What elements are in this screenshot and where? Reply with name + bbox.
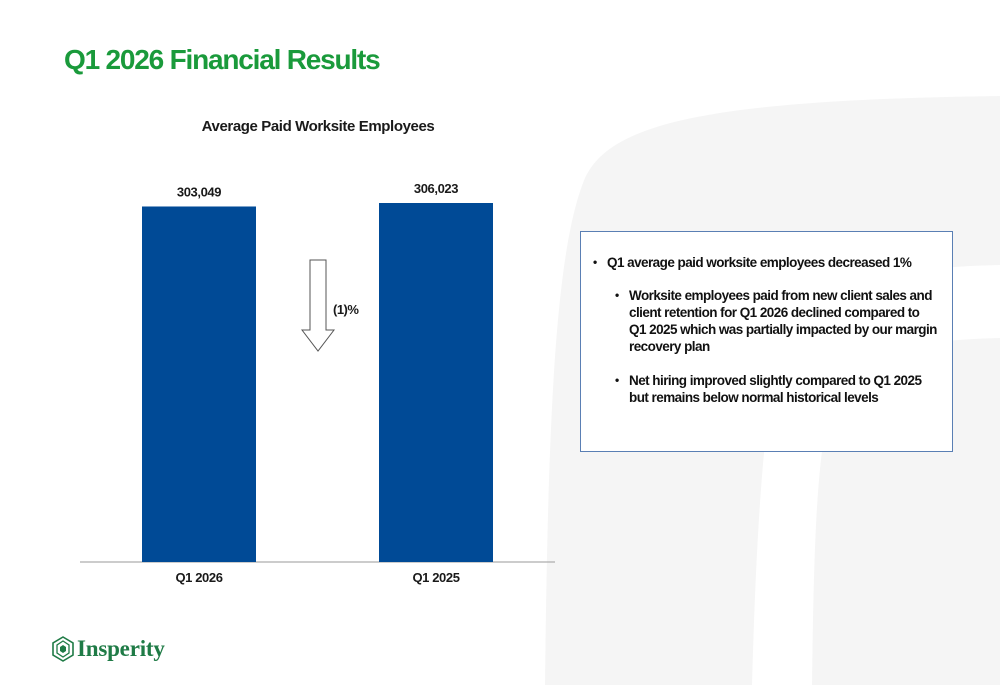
bullet-dot: •	[593, 255, 597, 269]
bar-value-label: 303,049	[177, 184, 221, 199]
bar-q1-2026	[142, 206, 256, 563]
sub-bullet-text: Net hiring improved slightly compared to…	[629, 373, 922, 405]
bullet-dot: •	[615, 373, 619, 387]
logo-text: Insperity	[77, 636, 165, 661]
insperity-logo-icon	[52, 636, 74, 662]
main-bullet-text: Q1 average paid worksite employees decre…	[607, 255, 912, 270]
sub-bullet: • Worksite employees paid from new clien…	[615, 287, 938, 355]
bullet-dot: •	[615, 288, 619, 302]
bullet-box: • Q1 average paid worksite employees dec…	[580, 231, 953, 452]
main-bullet: • Q1 average paid worksite employees dec…	[593, 254, 938, 271]
x-tick-label: Q1 2025	[412, 570, 459, 585]
bars-group: 303,049 Q1 2026 306,023 Q1 2025	[142, 181, 493, 585]
sub-bullet: • Net hiring improved slightly compared …	[615, 372, 938, 406]
sub-bullet-list: • Worksite employees paid from new clien…	[615, 287, 938, 406]
down-arrow-icon	[300, 259, 336, 352]
bar-q1-2025	[379, 203, 493, 562]
chart-title: Average Paid Worksite Employees	[202, 118, 435, 135]
change-annotation: (1)%	[333, 302, 359, 317]
company-logo: Insperity	[52, 636, 165, 662]
bar-value-label: 306,023	[414, 181, 458, 196]
x-tick-label: Q1 2026	[175, 570, 222, 585]
sub-bullet-text: Worksite employees paid from new client …	[629, 288, 937, 354]
page-title: Q1 2026 Financial Results	[64, 44, 381, 75]
